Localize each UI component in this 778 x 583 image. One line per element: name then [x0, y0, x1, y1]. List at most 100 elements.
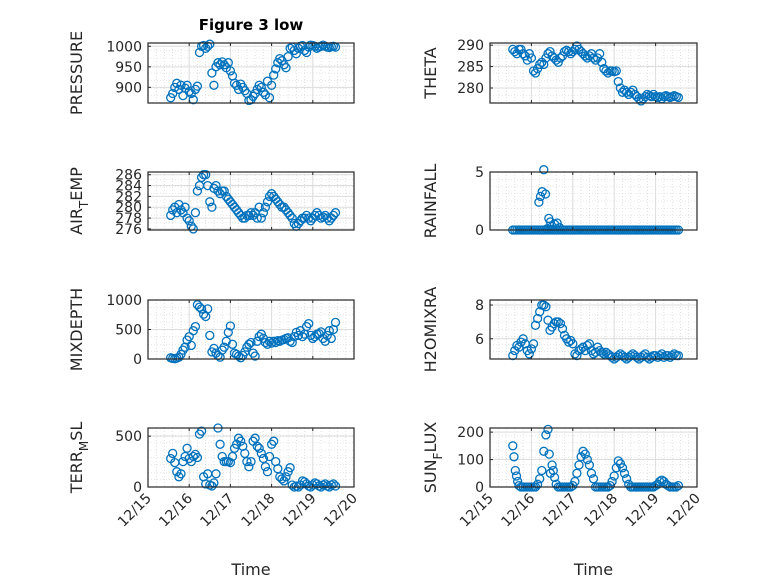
- data-point: [233, 84, 244, 95]
- y-axis-label: THETA: [421, 47, 440, 99]
- data-points: [166, 170, 341, 234]
- data-point: [271, 337, 281, 348]
- data-point: [285, 463, 295, 473]
- data-point: [244, 339, 254, 349]
- data-point: [541, 430, 551, 440]
- data-point: [617, 463, 628, 473]
- y-axis-label: PRESSURE: [67, 31, 86, 115]
- data-point: [178, 345, 188, 355]
- y-label-part: SUN: [421, 459, 440, 493]
- data-point: [595, 49, 605, 59]
- data-point: [669, 349, 679, 359]
- subplot-rainfall: 0 5 RAINFALL: [421, 164, 698, 239]
- data-point: [510, 465, 520, 476]
- y-label-part: SL: [67, 422, 86, 441]
- data-point: [619, 352, 630, 362]
- data-point: [544, 449, 554, 459]
- data-point: [509, 452, 519, 462]
- data-point: [613, 350, 623, 361]
- axes-box: [489, 427, 698, 488]
- data-point: [258, 87, 269, 97]
- data-point: [586, 468, 597, 478]
- x-tick-label: 12/17: [197, 491, 237, 531]
- data-point: [588, 474, 599, 484]
- y-tick-label: 6: [475, 332, 484, 348]
- x-tick-label: 12/15: [115, 491, 155, 531]
- data-point: [530, 68, 541, 78]
- data-point: [254, 443, 264, 453]
- data-point: [582, 454, 592, 465]
- data-point: [233, 351, 244, 361]
- data-point: [217, 345, 227, 355]
- data-point: [572, 350, 582, 361]
- data-point: [541, 302, 551, 312]
- data-point: [314, 210, 324, 221]
- data-point: [279, 60, 289, 70]
- data-point: [289, 218, 299, 229]
- y-label-subscript: T: [77, 200, 91, 209]
- y-label-part: AIR: [67, 208, 86, 235]
- data-point: [242, 456, 252, 467]
- y-axis-label: H2OMIXRA: [421, 287, 440, 373]
- axes-box: [147, 42, 355, 104]
- data-point: [211, 180, 221, 191]
- data-point: [516, 44, 526, 55]
- y-tick-label: 280: [457, 81, 484, 97]
- x-tick-label: 12/19: [280, 491, 320, 531]
- y-tick-label: 0: [475, 480, 484, 496]
- data-point: [182, 213, 192, 223]
- subplot-pressure: 900 950 1000 PRESSURE: [67, 31, 355, 115]
- data-point: [273, 464, 283, 474]
- data-point: [264, 93, 275, 103]
- data-point: [252, 441, 262, 451]
- data-points: [508, 300, 684, 364]
- data-point: [535, 474, 545, 484]
- data-point: [584, 460, 595, 470]
- y-label-part: LUX: [421, 422, 440, 453]
- y-tick-label: 286: [115, 168, 142, 184]
- y-tick-label: 500: [115, 323, 142, 339]
- data-point: [168, 88, 178, 99]
- x-tick-label: 12/18: [581, 491, 621, 531]
- data-point: [304, 213, 314, 223]
- data-point: [252, 213, 262, 223]
- data-point: [326, 333, 336, 344]
- data-point: [258, 208, 269, 218]
- data-point: [508, 441, 518, 451]
- data-point: [613, 456, 623, 466]
- data-point: [285, 210, 295, 221]
- data-point: [322, 213, 332, 223]
- data-point: [287, 213, 297, 223]
- y-axis-label: AIRTEMP: [67, 167, 91, 235]
- data-point: [574, 460, 584, 470]
- data-point: [621, 474, 632, 484]
- x-tick-label: 12/15: [457, 491, 497, 531]
- y-axis-label: RAINFALL: [421, 164, 440, 239]
- x-tick-label: 12/17: [540, 491, 580, 531]
- data-point: [260, 202, 271, 212]
- data-point: [250, 351, 260, 361]
- data-point: [572, 468, 582, 478]
- y-tick-label: 0: [133, 480, 142, 496]
- data-point: [275, 53, 285, 64]
- data-point: [580, 345, 590, 356]
- data-point: [539, 300, 549, 310]
- y-axis-label: SUNFLUX: [421, 422, 445, 494]
- data-point: [547, 460, 557, 470]
- data-point: [198, 309, 209, 319]
- data-point: [281, 63, 291, 73]
- data-point: [186, 340, 196, 351]
- data-point: [526, 53, 537, 63]
- data-point: [553, 317, 563, 327]
- subplot-h2omixra: 6 8 H2OMIXRA: [421, 287, 698, 373]
- data-point: [518, 334, 528, 344]
- data-point: [246, 337, 256, 348]
- data-point: [539, 446, 549, 456]
- data-point: [328, 210, 339, 221]
- data-point: [548, 465, 558, 476]
- data-point: [215, 439, 225, 449]
- y-tick-label: 8: [475, 298, 484, 314]
- data-point: [518, 49, 528, 59]
- data-point: [225, 457, 236, 468]
